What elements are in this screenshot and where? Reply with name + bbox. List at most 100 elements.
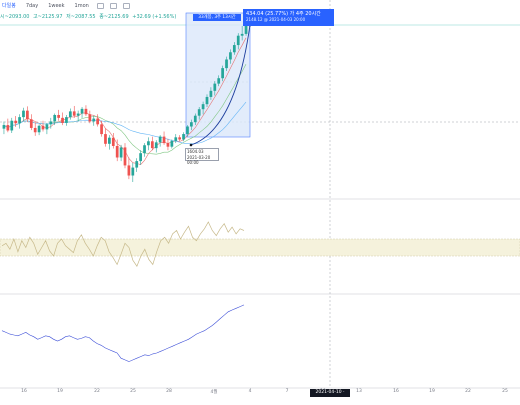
candle-body [166, 143, 170, 147]
candle-body [49, 121, 53, 125]
ma-line-3 [3, 101, 247, 144]
measure-tooltip: 434.04 (25.77%) 가 4주 20시간 2148.12 @ 2021… [243, 9, 334, 26]
candle-body [68, 111, 72, 118]
candle-body [96, 118, 100, 125]
x-tick-label: 7 [285, 389, 289, 394]
candle-body [217, 78, 221, 84]
measure-box [185, 12, 251, 138]
measure-tooltip-line1: 434.04 (25.77%) 가 4주 20시간 [246, 11, 321, 17]
candle-body [127, 165, 131, 176]
settings-icon[interactable] [122, 2, 130, 9]
candle-body [22, 110, 25, 118]
candle-body [229, 52, 232, 60]
legend-low: 저~2087.55 [66, 14, 96, 20]
indicator-line [1, 304, 245, 362]
candle-body [92, 118, 96, 122]
chart-type-icon[interactable] [96, 2, 104, 9]
measure-range-label: 33개봉, 3주 13시간 [193, 14, 241, 21]
x-tick-label: 13 [356, 389, 362, 394]
candle-body [190, 122, 193, 127]
x-tick-label: 4월 [210, 390, 218, 395]
x-tick-label: 28 [166, 389, 172, 394]
candle-body [174, 137, 178, 141]
interval-button-1mon[interactable]: 1mon [74, 2, 89, 9]
candle-body [18, 117, 21, 124]
x-tick-label: 22 [465, 389, 471, 394]
candle-body [150, 141, 154, 149]
ohlc-legend: 시~2093.00 고~2125.97 저~2087.55 종~2125.69 … [0, 13, 178, 20]
candle-body [232, 45, 236, 53]
candle-body [72, 111, 76, 116]
candle-body [53, 114, 57, 122]
legend-close: 종~2125.69 [99, 14, 129, 20]
x-tick-label: 4 [248, 389, 252, 394]
candle-body [131, 167, 135, 176]
candle-body [37, 125, 41, 133]
measure-tooltip-line2: 2148.12 @ 2021-04-03 20:00 [246, 17, 306, 22]
candle-body [10, 120, 14, 131]
candle-body [178, 137, 182, 140]
candle-body [100, 124, 103, 135]
legend-open: 시~2093.00 [0, 14, 30, 20]
interval-button-7day[interactable]: 7day [25, 2, 39, 9]
candle-body [154, 142, 158, 149]
measure-start-date: 2021-03-20 00:00 [187, 154, 211, 166]
interval-button-1week[interactable]: 1week [48, 2, 65, 9]
candle-body [197, 109, 201, 116]
measure-start-label: 1604.03 2021-03-20 00:00 [185, 148, 219, 165]
candle-body [80, 108, 84, 114]
candle-body [135, 161, 139, 168]
legend-high: 고~2125.97 [33, 14, 63, 20]
crosshair-date-badge: 2021-04-10 · 00:00 [310, 389, 350, 403]
candle-body [65, 117, 68, 123]
candle-body [33, 127, 37, 133]
x-tick-label: 25 [130, 389, 136, 394]
oscillator-band [0, 238, 520, 257]
candle-body [2, 125, 6, 129]
candle-body [6, 125, 10, 131]
candle-body [88, 114, 92, 122]
candle-body [123, 147, 127, 166]
candle-body [14, 120, 18, 124]
candle-body [108, 137, 111, 144]
candle-body [104, 134, 107, 144]
x-tick-label: 16 [393, 389, 399, 394]
candle-body [213, 83, 217, 91]
candle-body [115, 145, 119, 158]
x-tick-label: 22 [94, 389, 100, 394]
candle-body [193, 115, 197, 123]
candle-body [225, 59, 228, 69]
measure-start-point [189, 143, 193, 147]
x-tick-label: 25 [502, 389, 508, 394]
candle-body [111, 137, 115, 146]
measure-start-price: 1604.03 [187, 149, 204, 154]
candle-body [209, 90, 213, 97]
candle-body [76, 113, 80, 116]
candle-body [29, 119, 33, 128]
interval-button-daily[interactable]: 다일봉 [2, 3, 16, 9]
candle-body [26, 110, 29, 120]
candle-body [170, 140, 174, 147]
candle-body [143, 145, 146, 154]
indicator-icon[interactable] [109, 2, 117, 9]
chart-toolbar: 다일봉 7day 1week 1mon [0, 0, 520, 11]
candle-body [41, 125, 45, 130]
candle-body [57, 114, 60, 118]
candle-body [147, 141, 150, 146]
candle-body [236, 35, 240, 46]
candle-body [186, 126, 189, 135]
candle-body [205, 96, 209, 105]
oscillator-line [1, 221, 245, 267]
legend-change: +32.69 (+1.56%) [132, 14, 177, 20]
candle-body [119, 147, 123, 158]
x-tick-label: 19 [57, 389, 63, 394]
candle-body [84, 108, 88, 115]
candle-body [240, 33, 244, 36]
candle-body [201, 104, 205, 110]
candle-body [221, 68, 224, 79]
x-tick-label: 16 [21, 389, 27, 394]
candle-body [158, 136, 162, 143]
x-tick-label: 19 [429, 389, 435, 394]
candle-body [162, 136, 166, 144]
